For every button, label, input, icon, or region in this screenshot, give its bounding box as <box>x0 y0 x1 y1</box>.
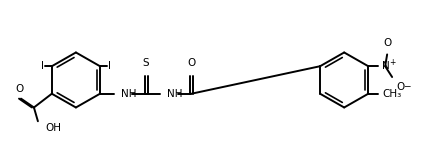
Text: I: I <box>41 61 44 71</box>
Text: NH: NH <box>167 89 182 99</box>
Text: NH: NH <box>121 89 136 99</box>
Text: N: N <box>382 61 390 71</box>
Text: O: O <box>15 84 23 94</box>
Text: OH: OH <box>46 123 62 133</box>
Text: O: O <box>383 38 391 48</box>
Text: O: O <box>187 58 196 68</box>
Text: +: + <box>389 58 395 67</box>
Text: O: O <box>396 82 404 92</box>
Text: −: − <box>403 81 410 90</box>
Text: I: I <box>108 61 111 71</box>
Text: CH₃: CH₃ <box>382 89 402 99</box>
Text: S: S <box>142 58 149 68</box>
